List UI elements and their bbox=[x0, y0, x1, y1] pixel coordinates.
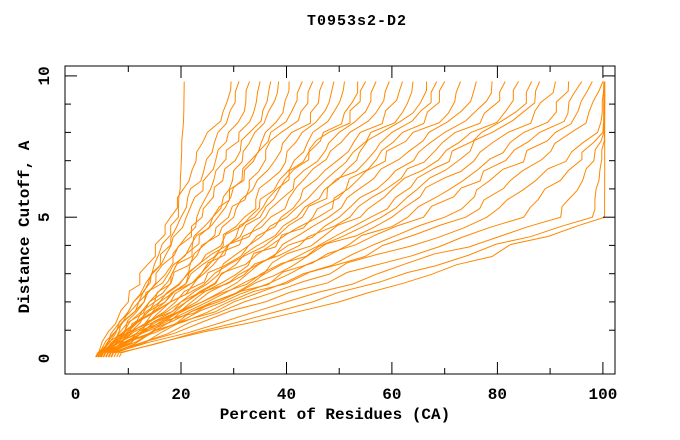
y-axis-label: Distance Cutoff, A bbox=[16, 140, 34, 314]
model-curve-curve-10 bbox=[103, 81, 314, 358]
y-tick-label: 5 bbox=[36, 212, 54, 222]
model-curve-curve-36 bbox=[113, 81, 605, 358]
x-tick-label: 0 bbox=[71, 386, 81, 404]
model-curve-curve-32 bbox=[103, 81, 583, 358]
y-tick-label: 10 bbox=[36, 66, 54, 85]
model-curve-curve-25 bbox=[108, 81, 493, 358]
model-curve-curve-37 bbox=[110, 81, 605, 358]
x-tick-label: 40 bbox=[277, 386, 296, 404]
model-curve-curve-04 bbox=[95, 81, 251, 358]
model-curve-curve-27 bbox=[105, 81, 519, 358]
model-curve-curve-08 bbox=[100, 81, 290, 358]
model-curve-curve-28 bbox=[110, 81, 533, 358]
model-curve-curve-33 bbox=[110, 81, 593, 358]
plot-frame bbox=[64, 65, 616, 375]
model-curve-curve-38 bbox=[116, 81, 606, 358]
x-tick-label: 80 bbox=[488, 386, 507, 404]
model-curve-curve-29 bbox=[103, 81, 541, 358]
model-curve-curve-34 bbox=[105, 81, 604, 358]
model-curve-curve-21 bbox=[97, 81, 438, 358]
model-curve-curve-23 bbox=[100, 81, 461, 358]
y-tick-label: 0 bbox=[36, 354, 54, 364]
model-curve-curve-20 bbox=[105, 81, 428, 358]
model-curve-curve-02 bbox=[96, 81, 232, 358]
model-curve-curve-35 bbox=[108, 81, 605, 358]
chart-title: T0953s2-D2 bbox=[306, 13, 408, 30]
model-curve-curve-16 bbox=[103, 81, 377, 358]
model-curve-curve-31 bbox=[108, 81, 570, 358]
model-curve-curve-13 bbox=[98, 81, 345, 358]
model-curve-curve-15 bbox=[100, 81, 367, 358]
model-curve-curve-30 bbox=[100, 81, 556, 358]
model-curve-curve-06 bbox=[97, 81, 272, 358]
model-curve-curve-09 bbox=[97, 81, 303, 358]
model-curve-curve-17 bbox=[97, 81, 390, 358]
x-axis-label: Percent of Residues (CA) bbox=[219, 406, 451, 424]
model-curve-curve-24 bbox=[103, 81, 477, 358]
x-tick-label: 60 bbox=[382, 386, 401, 404]
model-curve-curve-19 bbox=[100, 81, 414, 358]
x-tick-label: 100 bbox=[588, 386, 617, 404]
model-curve-curve-39 bbox=[118, 81, 606, 358]
model-curve-curve-26 bbox=[97, 81, 506, 358]
x-tick-label: 20 bbox=[171, 386, 190, 404]
